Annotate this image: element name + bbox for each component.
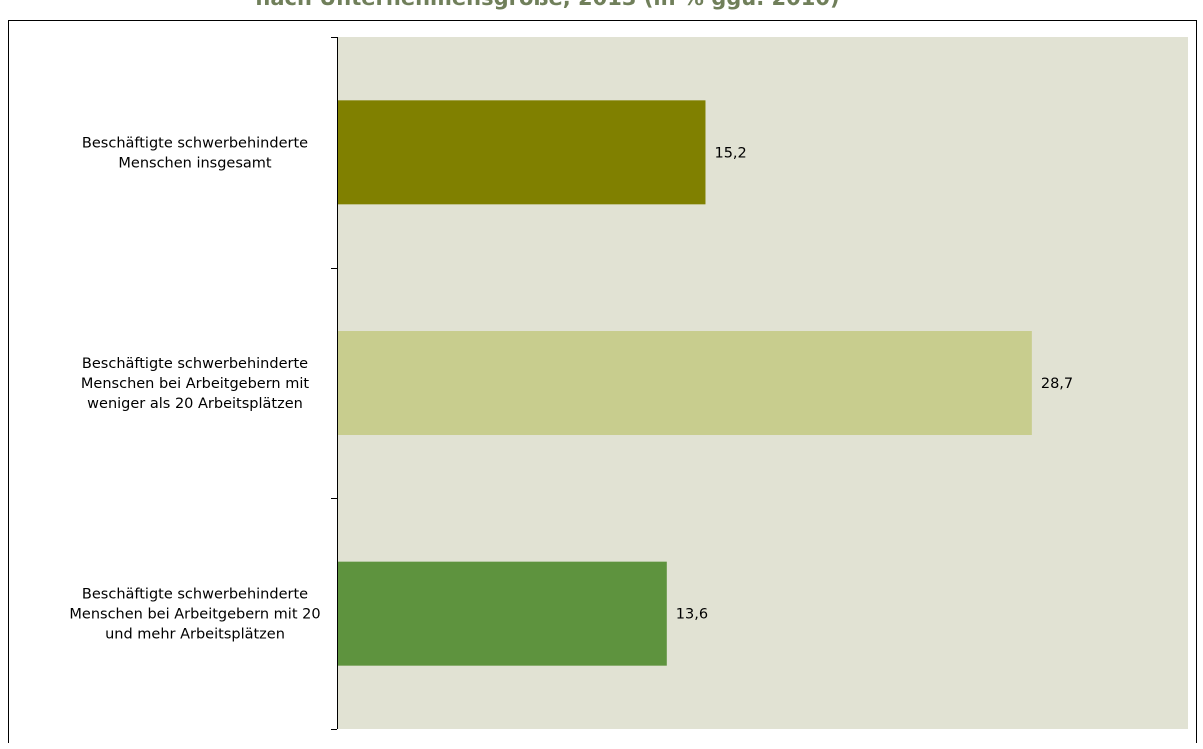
category-label: Beschäftigte schwerbehinderte Menschen in… (82, 135, 308, 171)
category-label-line: weniger als 20 Arbeitsplätzen (87, 396, 303, 412)
category-label: Beschäftigte schwerbehinderte Menschen be… (81, 356, 309, 412)
category-label-line: Beschäftigte schwerbehinderte (82, 135, 308, 151)
category-label-line: Menschen insgesamt (118, 155, 272, 171)
chart-title: nach Unternehmensgröße, 2013 (in % ggü. … (0, 0, 1095, 14)
data-label: 15,2 (714, 145, 746, 161)
category-label-line: und mehr Arbeitsplätzen (105, 627, 285, 643)
data-label: 13,6 (676, 607, 708, 623)
category-label-line: Beschäftigte schwerbehinderte (82, 587, 308, 603)
category-label: Beschäftigte schwerbehinderte Menschen be… (69, 587, 320, 643)
bar (338, 331, 1032, 435)
bar (338, 561, 667, 666)
bar (338, 100, 706, 205)
data-label: 28,7 (1041, 376, 1073, 392)
category-label-line: Menschen bei Arbeitgebern mit 20 (69, 607, 320, 623)
category-label-line: Menschen bei Arbeitgebern mit (81, 376, 309, 392)
category-label-line: Beschäftigte schwerbehinderte (82, 356, 308, 372)
